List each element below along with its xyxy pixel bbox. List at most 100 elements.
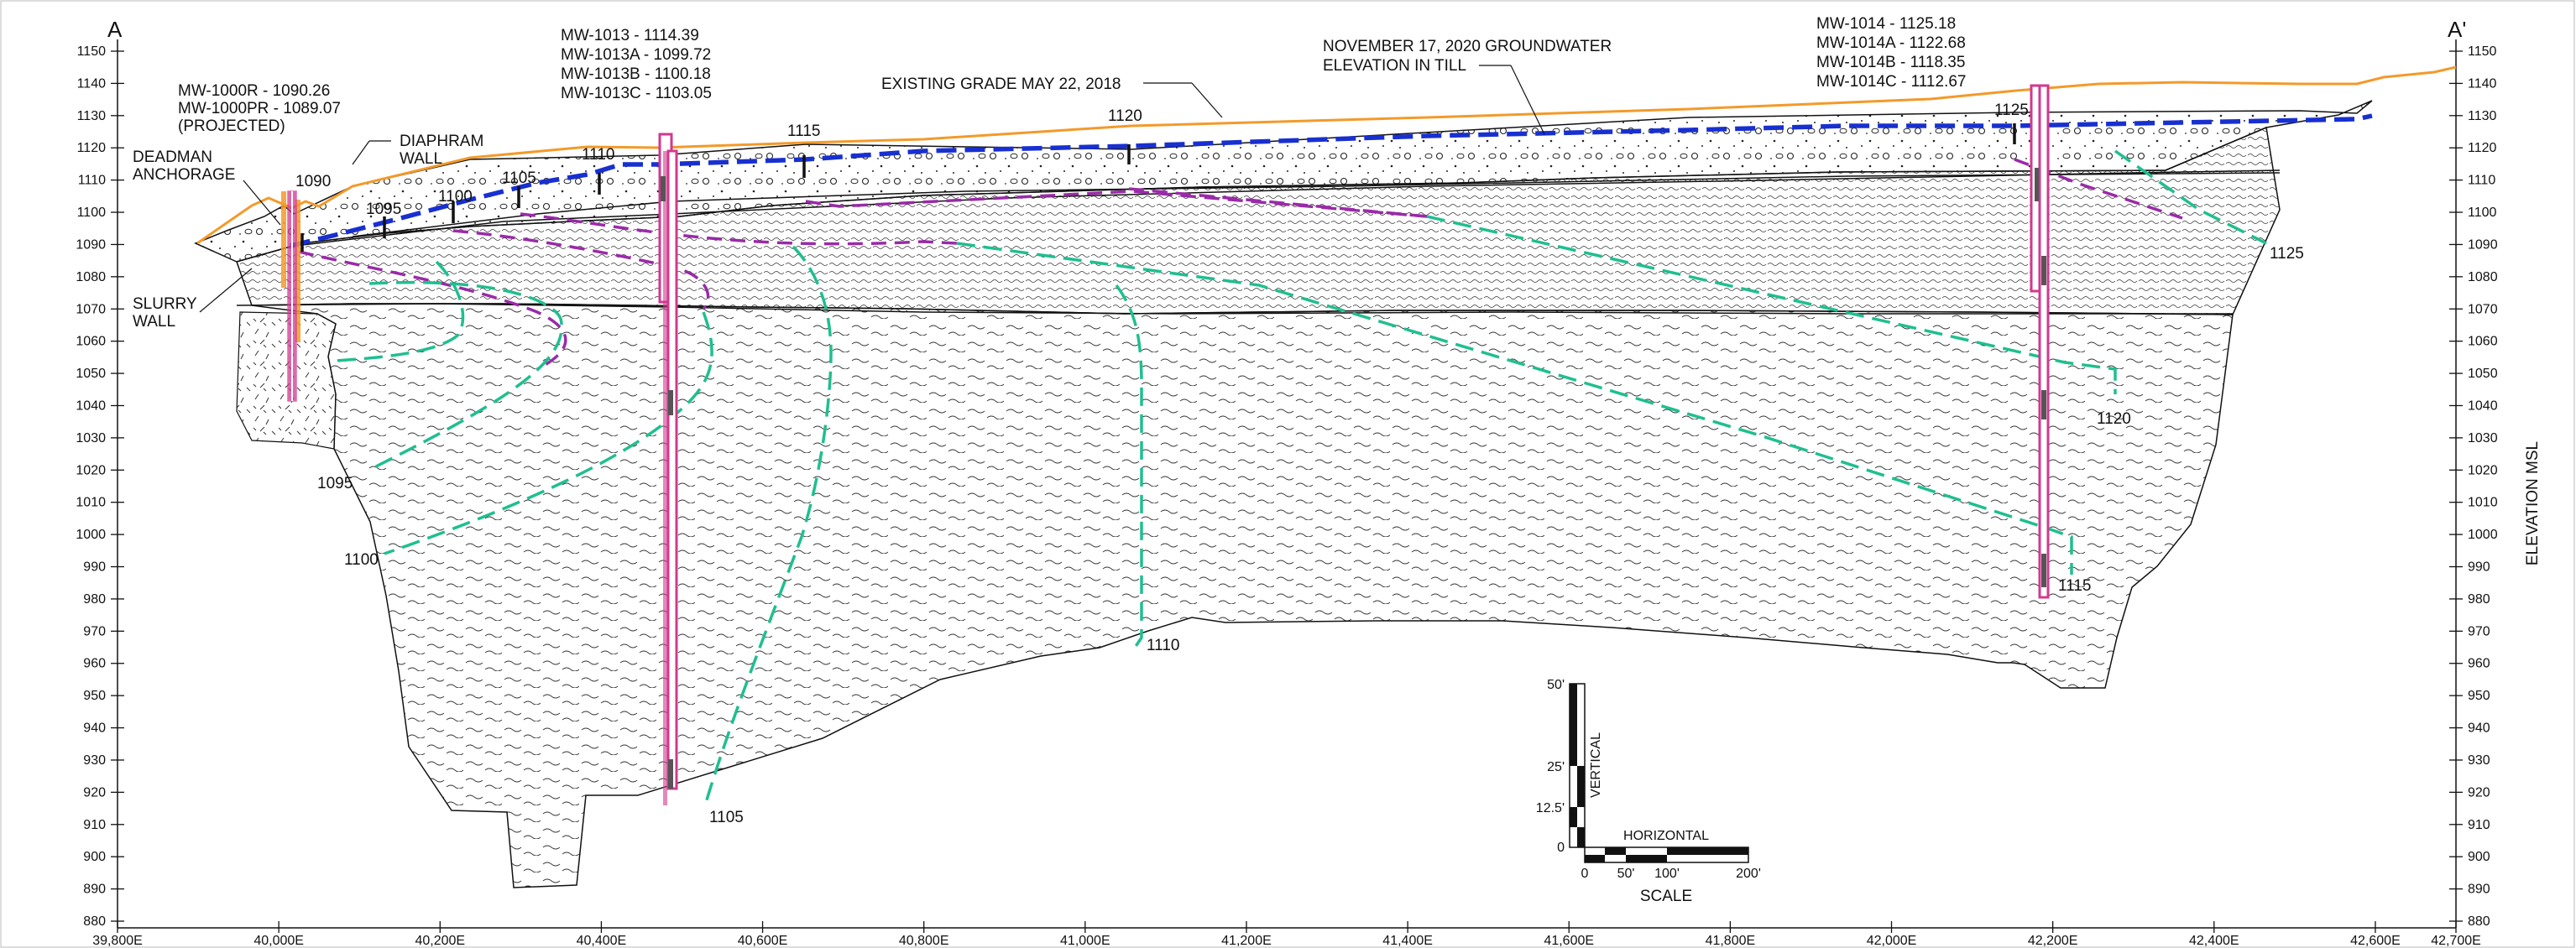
easting-tick-41800E: 41,800E xyxy=(1706,934,1756,948)
elev-tick-left-1090: 1090 xyxy=(76,237,106,252)
contour-1110 xyxy=(703,245,833,806)
mw1014-line-2: MW-1014A - 1122.68 xyxy=(1816,34,1966,52)
contour-label-1125-low: 1125 xyxy=(2270,245,2304,263)
elev-tick-right-1070: 1070 xyxy=(2468,302,2498,316)
equipotential-contours xyxy=(335,149,2267,806)
flow-path-3 xyxy=(520,212,958,246)
flow-path-1 xyxy=(298,250,567,371)
contour-label-1110-low: 1110 xyxy=(1147,637,1179,654)
elev-tick-left-1010: 1010 xyxy=(76,496,106,510)
strata xyxy=(194,100,2373,888)
elev-tick-left-1040: 1040 xyxy=(76,398,106,413)
mw1000-line-2: MW-1000PR - 1089.07 xyxy=(178,100,341,117)
flow-path-2 xyxy=(452,229,710,310)
scale-h-tick-0: 0 xyxy=(1581,867,1589,881)
elev-tick-left-1020: 1020 xyxy=(76,463,106,477)
elev-tick-right-1030: 1030 xyxy=(2468,431,2498,445)
elev-tick-right-1140: 1140 xyxy=(2468,76,2497,91)
contour-label-1120-low: 1120 xyxy=(2097,410,2131,428)
elev-tick-right-1060: 1060 xyxy=(2468,335,2498,349)
existing-grade-label: EXISTING GRADE MAY 22, 2018 xyxy=(881,76,1121,93)
scale-v-tick-50: 50' xyxy=(1547,678,1565,692)
scale-title: SCALE xyxy=(1640,888,1692,905)
elev-tick-right-1110: 1110 xyxy=(2468,174,2495,188)
well-mw-1013 xyxy=(658,133,678,805)
scale-vertical-label: VERTICAL xyxy=(1589,732,1603,798)
contour-1130 xyxy=(2114,149,2267,245)
elev-tick-left-1100: 1100 xyxy=(77,206,107,220)
contour-label-1095-low: 1095 xyxy=(317,475,353,492)
elev-tick-right-1050: 1050 xyxy=(2468,367,2498,381)
mw1014-line-3: MW-1014B - 1118.35 xyxy=(1816,54,1965,71)
contour-label-1105-top: 1105 xyxy=(502,169,536,187)
easting-tick-40000E: 40,000E xyxy=(253,934,304,948)
easting-tick-40800E: 40,800E xyxy=(899,934,949,948)
elev-tick-left-940: 940 xyxy=(83,721,106,736)
section-start-label: A xyxy=(107,17,123,42)
contour-label-1120-top: 1120 xyxy=(1108,107,1142,125)
elev-tick-left-1060: 1060 xyxy=(76,335,106,349)
elev-tick-right-1150: 1150 xyxy=(2468,44,2497,59)
elev-tick-left-950: 950 xyxy=(83,689,106,703)
contour-label-1100-low: 1100 xyxy=(344,551,379,569)
well-annotations: MW-1000R - 1090.26 MW-1000PR - 1089.07 (… xyxy=(133,15,1966,331)
mw1013-line-2: MW-1013A - 1099.72 xyxy=(561,46,711,64)
elev-tick-right-920: 920 xyxy=(2468,785,2490,800)
contour-label-1090: 1090 xyxy=(295,173,331,190)
mw1014-line-4: MW-1014C - 1112.67 xyxy=(1816,73,1966,91)
elev-tick-left-990: 990 xyxy=(83,560,106,575)
contour-label-1095-top: 1095 xyxy=(366,201,401,218)
contour-label-1115-low: 1115 xyxy=(2058,577,2091,595)
easting-tick-42400E: 42,400E xyxy=(2189,934,2239,948)
well-mw-1014 xyxy=(2030,84,2050,599)
contour-label-1115-top: 1115 xyxy=(787,122,820,140)
elev-tick-right-970: 970 xyxy=(2468,624,2490,638)
elev-tick-left-1080: 1080 xyxy=(76,270,106,284)
contour-1125 xyxy=(1426,215,2117,394)
contour-1115 xyxy=(1115,284,1143,651)
scale-h-tick-50: 50' xyxy=(1617,867,1635,881)
easting-tick-40200E: 40,200E xyxy=(415,934,465,948)
elev-tick-right-1130: 1130 xyxy=(2468,109,2497,123)
easting-tick-42000E: 42,000E xyxy=(1867,934,1917,948)
elev-tick-right-980: 980 xyxy=(2468,592,2490,607)
elev-tick-right-1040: 1040 xyxy=(2468,398,2498,413)
well-mw-1000 xyxy=(281,190,300,402)
contour-1120 xyxy=(956,242,2073,575)
elev-tick-left-980: 980 xyxy=(83,592,106,607)
diaphram-label-2: WALL xyxy=(400,150,442,168)
elev-tick-right-940: 940 xyxy=(2468,721,2490,736)
existing-grade-line xyxy=(196,65,2457,245)
mw1000-line-1: MW-1000R - 1090.26 xyxy=(178,82,330,100)
easting-tick-39800E: 39,800E xyxy=(92,934,143,948)
elev-tick-left-960: 960 xyxy=(83,657,106,671)
elev-tick-right-990: 990 xyxy=(2468,560,2490,575)
elev-tick-right-910: 910 xyxy=(2468,818,2490,832)
easting-tick-42600E: 42,600E xyxy=(2350,934,2401,948)
mw1013-line-4: MW-1013C - 1103.05 xyxy=(561,85,712,102)
elev-tick-left-1000: 1000 xyxy=(76,528,106,542)
scale-bar: 50' 25' 12.5' 0 VERTICAL HORIZONTAL 0 50… xyxy=(1536,678,1761,905)
elev-tick-left-1070: 1070 xyxy=(76,302,106,316)
easting-axis: 39,800E 40,000E 40,200E 40,400E 40,600E 40,80… xyxy=(92,921,2481,948)
section-end-label: A' xyxy=(2448,17,2466,42)
elev-tick-left-970: 970 xyxy=(83,624,106,638)
elev-tick-left-1110: 1110 xyxy=(78,174,106,188)
scale-v-tick-12-5: 12.5' xyxy=(1536,801,1565,815)
elev-tick-right-1120: 1120 xyxy=(2468,141,2497,155)
elev-tick-right-1010: 1010 xyxy=(2468,496,2498,510)
monitoring-wells xyxy=(281,84,2050,805)
elev-tick-right-1080: 1080 xyxy=(2468,270,2498,284)
elev-tick-right-1020: 1020 xyxy=(2468,463,2498,477)
slurry-label-1: SLURRY xyxy=(133,295,197,313)
left-elevation-axis: 880 890 900 910 920 930 940 950 960 970 980 990 1000… xyxy=(76,44,124,929)
contour-1105 xyxy=(384,311,713,555)
scale-h-tick-200: 200' xyxy=(1736,867,1761,881)
elev-tick-left-920: 920 xyxy=(83,785,106,800)
elev-tick-left-890: 890 xyxy=(83,883,106,897)
contour-label-1100-top: 1100 xyxy=(438,188,473,206)
easting-tick-41000E: 41,000E xyxy=(1060,934,1110,948)
contour-1100 xyxy=(368,280,563,471)
elev-tick-left-1150: 1150 xyxy=(77,44,107,59)
